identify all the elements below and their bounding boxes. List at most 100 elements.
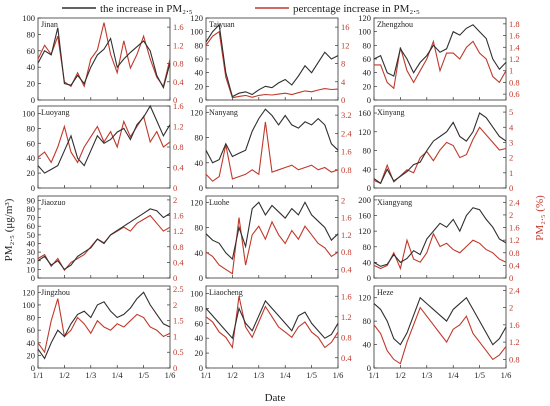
y-tick-left-label: 50 bbox=[27, 230, 36, 240]
series-percentage-increase bbox=[37, 298, 171, 354]
y-tick-left-label: 0 bbox=[199, 273, 203, 283]
y-tick-left-label: 30 bbox=[27, 247, 36, 257]
series-percentage-increase bbox=[37, 22, 171, 88]
y-tick-left-label: 40 bbox=[27, 62, 36, 72]
y-tick-right-label: 1.2 bbox=[509, 235, 520, 245]
y-tick-left-label: 90 bbox=[27, 195, 36, 205]
y-tick-left-label: 80 bbox=[363, 242, 372, 252]
panel-xiangyang: 0 40 80 120 160 200 0 0.4 0.8 1.2 1.6 2 2.4 Xiangyang bbox=[358, 195, 520, 283]
y-tick-left-label: 80 bbox=[363, 40, 372, 50]
y-tick-right-label: 2.4 bbox=[509, 285, 520, 295]
series-percentage-increase bbox=[373, 126, 507, 185]
series-increase bbox=[37, 27, 171, 90]
y-tick-left-label: 120 bbox=[22, 287, 35, 297]
x-axis-title: Date bbox=[265, 392, 286, 404]
y-tick-right-label: 0.4 bbox=[341, 264, 352, 274]
panel-frame bbox=[373, 285, 507, 369]
y-tick-left-label: 10 bbox=[27, 264, 36, 274]
x-tick-label: 1/2 bbox=[227, 370, 238, 380]
y-tick-right-label: 1 bbox=[509, 66, 513, 76]
y-tick-left-label: 120 bbox=[190, 13, 203, 23]
y-tick-right-label: 2 bbox=[509, 210, 513, 220]
y-tick-left-label: 100 bbox=[22, 300, 35, 310]
y-tick-right-label: 0.8 bbox=[341, 332, 352, 342]
y-tick-left-label: 40 bbox=[27, 238, 36, 248]
x-tick-label: 1/4 bbox=[112, 370, 124, 380]
x-tick-label: 1/6 bbox=[165, 370, 176, 380]
y-tick-right-label: 3.2 bbox=[341, 110, 352, 120]
panel-luohe: 0 40 80 120 0.4 0.8 1.2 1.6 2 Luohe bbox=[190, 195, 352, 283]
series-percentage-increase bbox=[205, 121, 339, 182]
y-tick-left-label: 60 bbox=[363, 54, 372, 64]
y-tick-right-label: 0 bbox=[341, 95, 345, 105]
y-tick-left-label: 0 bbox=[199, 95, 203, 105]
y-tick-left-label: 100 bbox=[190, 27, 203, 37]
city-label: Xinyang bbox=[377, 108, 405, 117]
y-tick-right-label: 1.2 bbox=[341, 230, 352, 240]
y-tick-right-label: 2 bbox=[173, 300, 177, 310]
y-tick-left-label: 40 bbox=[363, 164, 372, 174]
series-increase bbox=[373, 112, 507, 185]
panel-jinan: 0 20 40 60 80 100 0 0.4 0.8 1.2 1.6 Jinan bbox=[22, 13, 184, 105]
y-tick-left-label: 120 bbox=[358, 127, 371, 137]
series-increase bbox=[37, 104, 171, 174]
y-tick-right-label: 1 bbox=[173, 331, 177, 341]
series-percentage-increase bbox=[205, 296, 339, 350]
panel-frame bbox=[205, 105, 339, 189]
y-tick-right-label: 0.8 bbox=[341, 247, 352, 257]
series-percentage-increase bbox=[373, 306, 507, 365]
y-tick-left-label: 0 bbox=[199, 363, 203, 373]
y-tick-right-label: 0.4 bbox=[173, 77, 184, 87]
y-tick-left-label: 70 bbox=[27, 213, 36, 223]
series-increase bbox=[373, 296, 507, 346]
y-tick-right-label: 1.6 bbox=[509, 320, 520, 330]
y-tick-right-label: 0.8 bbox=[173, 59, 184, 69]
panel-xinyang: 0 40 80 120 160 0 1 2 3 4 5 Xinyang bbox=[358, 105, 514, 193]
x-tick-label: 1/2 bbox=[59, 370, 70, 380]
y-tick-left-label: 120 bbox=[190, 107, 203, 117]
city-label: Heze bbox=[377, 288, 394, 297]
y-tick-right-label: 0 bbox=[173, 273, 177, 283]
y-tick-left-label: 0 bbox=[31, 363, 35, 373]
series-increase bbox=[205, 23, 339, 98]
y-tick-left-label: 40 bbox=[363, 257, 372, 267]
y-tick-left-label: 20 bbox=[363, 81, 372, 91]
x-tick-label: 1/1 bbox=[201, 370, 212, 380]
y-tick-left-label: 0 bbox=[367, 363, 371, 373]
y-tick-right-label: 0 bbox=[173, 363, 177, 373]
y-tick-right-label: 0.4 bbox=[341, 353, 352, 363]
city-label: Taiyuan bbox=[209, 20, 235, 29]
x-tick-label: 1/1 bbox=[33, 370, 44, 380]
city-label: Zhengzhou bbox=[377, 20, 413, 29]
y-tick-right-label: 1.2 bbox=[173, 226, 184, 236]
y-tick-left-label: 60 bbox=[195, 318, 204, 328]
series-increase bbox=[37, 291, 171, 360]
y-tick-left-label: 80 bbox=[195, 303, 204, 313]
y-tick-right-label: 2.5 bbox=[173, 284, 184, 294]
y-tick-right-label: 2 bbox=[509, 303, 513, 313]
y-tick-left-label: 160 bbox=[358, 211, 371, 221]
y-tick-left-label: 40 bbox=[195, 248, 204, 258]
y-tick-right-label: 0.8 bbox=[509, 354, 520, 364]
y-tick-right-label: 4 bbox=[341, 77, 346, 87]
panel-frame bbox=[205, 285, 339, 369]
y-tick-right-label: 0.8 bbox=[341, 165, 352, 175]
y-tick-right-label: 1.4 bbox=[509, 42, 520, 52]
y-tick-left-label: 0 bbox=[31, 95, 35, 105]
x-tick-label: 1/6 bbox=[333, 370, 344, 380]
city-label: Luoyang bbox=[41, 108, 69, 117]
y-tick-right-label: 0.4 bbox=[173, 163, 184, 173]
y-tick-left-label: 0 bbox=[31, 273, 35, 283]
y-tick-right-label: 1.6 bbox=[173, 211, 184, 221]
y-tick-left-label: 0 bbox=[367, 183, 371, 193]
city-label: Jinan bbox=[41, 20, 58, 29]
panel-zhengzhou: 0 20 40 60 80 100 120 0.6 0.81 1.2 1.41.6 1.8 Zhengz… bbox=[358, 13, 520, 105]
y-tick-right-label: 0 bbox=[173, 183, 177, 193]
panels: 02040608010000.40.81.21.6Jinan0204060801… bbox=[22, 13, 520, 380]
y-tick-right-label: 1.6 bbox=[341, 147, 352, 157]
y-tick-left-label: 60 bbox=[27, 46, 36, 56]
y-tick-right-label: 1.2 bbox=[173, 40, 184, 50]
y-tick-right-label: 1.8 bbox=[509, 19, 520, 29]
